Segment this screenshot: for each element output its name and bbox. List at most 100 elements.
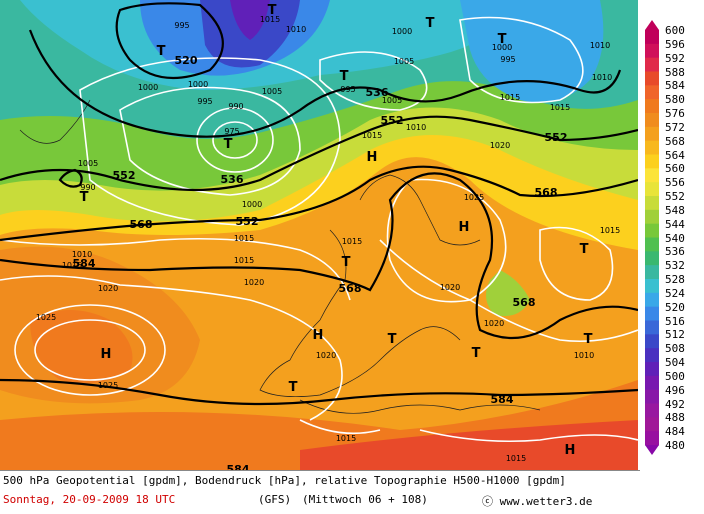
low-marker: T bbox=[498, 32, 507, 47]
color-scale-label: 500 bbox=[665, 369, 685, 383]
isobar-label: 1010 bbox=[574, 351, 594, 360]
color-scale-label: 600 bbox=[665, 24, 685, 37]
color-scale-swatch bbox=[645, 223, 659, 238]
high-marker: H bbox=[367, 150, 378, 165]
isobar-label: 1020 bbox=[440, 283, 460, 292]
geopotential-label: 520 bbox=[175, 54, 198, 67]
isobar-label: 1020 bbox=[316, 351, 336, 360]
isobar-label: 990 bbox=[80, 183, 95, 192]
color-scale-swatch bbox=[645, 362, 659, 377]
color-scale-swatch bbox=[645, 375, 659, 391]
color-scale-label: 512 bbox=[665, 328, 685, 342]
geopotential-contours bbox=[0, 2, 638, 406]
color-scale-label: 564 bbox=[665, 148, 685, 162]
color-scale-label: 548 bbox=[665, 203, 685, 217]
caption-date: Sonntag, 20-09-2009 18 UTC bbox=[3, 493, 176, 506]
low-marker: T bbox=[268, 3, 277, 18]
isobar-label: 1015 bbox=[500, 93, 520, 102]
isobar-label: 1000 bbox=[392, 27, 412, 36]
color-scale-swatch bbox=[645, 71, 659, 86]
low-marker: T bbox=[580, 242, 589, 257]
low-marker: T bbox=[472, 346, 481, 361]
isobar-label: 1005 bbox=[382, 96, 402, 105]
caption-model: (GFS) bbox=[258, 493, 292, 506]
high-marker: H bbox=[459, 220, 470, 235]
color-scale-swatch bbox=[645, 279, 659, 294]
scale-top-arrow bbox=[645, 20, 659, 30]
color-scale-swatch bbox=[645, 209, 659, 225]
band-524 bbox=[460, 0, 604, 103]
low-marker: T bbox=[224, 137, 233, 152]
geopotential-label: 568 bbox=[130, 218, 153, 231]
isobar-label: 1000 bbox=[492, 43, 512, 52]
map-caption: 500 hPa Geopotential [gpdm], Bodendruck … bbox=[0, 470, 640, 514]
caption-description: 500 hPa Geopotential [gpdm], Bodendruck … bbox=[3, 474, 566, 487]
coastlines bbox=[19, 99, 541, 414]
isobar-label: 975 bbox=[224, 127, 239, 136]
low-marker: T bbox=[584, 332, 593, 347]
isobar-label: 1015 bbox=[342, 237, 362, 246]
color-scale-label: 560 bbox=[665, 162, 685, 176]
isobar-label: 1020 bbox=[490, 141, 510, 150]
low-marker: T bbox=[340, 69, 349, 84]
pressure-centers: T T T T T T T T T T T T T H H H H H bbox=[80, 3, 593, 458]
color-scale-label: 592 bbox=[665, 51, 685, 65]
color-scale-label: 588 bbox=[665, 65, 685, 79]
isobar-label: 1010 bbox=[406, 123, 426, 132]
geopotential-label: 568 bbox=[339, 282, 362, 295]
color-scale-swatch bbox=[645, 57, 659, 72]
color-scale-swatch bbox=[645, 431, 659, 446]
geopotential-label: 536 bbox=[366, 86, 389, 99]
isobar-label: 1015 bbox=[234, 234, 254, 243]
color-scale-label: 552 bbox=[665, 190, 685, 203]
color-scale-label: 580 bbox=[665, 93, 685, 107]
color-scale-swatch bbox=[645, 292, 659, 308]
color-scale-label: 572 bbox=[665, 120, 685, 134]
isobar-label: 1025 bbox=[36, 313, 56, 322]
caption-forecast: (Mittwoch 06 + 108) bbox=[302, 493, 428, 506]
geopotential-label: 584 bbox=[227, 463, 250, 470]
color-scale-swatch bbox=[645, 320, 659, 335]
color-scale-swatch bbox=[645, 389, 659, 404]
color-scale-swatch bbox=[645, 168, 659, 183]
isobar-label: 995 bbox=[500, 55, 515, 64]
color-scale-label: 540 bbox=[665, 231, 685, 245]
low-marker: T bbox=[80, 190, 89, 205]
low-marker: T bbox=[342, 255, 351, 270]
band-588 bbox=[300, 420, 638, 470]
high-marker: H bbox=[101, 347, 112, 362]
color-scale-swatch bbox=[645, 126, 659, 142]
color-scale-label: 536 bbox=[665, 245, 685, 259]
isobar-label: 1015 bbox=[506, 454, 526, 463]
geopotential-label: 568 bbox=[535, 186, 558, 199]
color-scale-swatch bbox=[645, 85, 659, 100]
color-scale-swatch bbox=[645, 237, 659, 252]
weather-map: 995 1010 1000 1000 995 1000 1005 995 990… bbox=[0, 0, 638, 470]
isobar-label: 1010 bbox=[286, 25, 306, 34]
isobar-label: 1005 bbox=[78, 159, 98, 168]
geopotential-label: 568 bbox=[513, 296, 536, 309]
color-scale-swatch bbox=[645, 265, 659, 280]
color-scale-swatch bbox=[645, 99, 659, 114]
isobar-label: 1020 bbox=[98, 284, 118, 293]
color-scale-swatch bbox=[645, 30, 659, 45]
color-scale-bar bbox=[645, 20, 659, 455]
color-scale-swatch bbox=[645, 334, 659, 349]
color-scale-label: 504 bbox=[665, 356, 685, 369]
isobar-label: 1015 bbox=[550, 103, 570, 112]
geopotential-label: 552 bbox=[113, 169, 136, 182]
color-scale-label: 508 bbox=[665, 342, 685, 356]
color-scale-swatch bbox=[645, 417, 659, 432]
color-scale bbox=[641, 20, 704, 460]
color-scale-label: 532 bbox=[665, 259, 685, 273]
color-scale-label: 484 bbox=[665, 425, 685, 439]
color-scale-label: 488 bbox=[665, 411, 685, 425]
isobar-label: 1005 bbox=[262, 87, 282, 96]
color-scale-label: 520 bbox=[665, 300, 685, 314]
color-scale-swatch bbox=[645, 182, 659, 197]
geopotential-label: 536 bbox=[221, 173, 244, 186]
isobar-label: 1015 bbox=[234, 256, 254, 265]
band-548-blob bbox=[486, 270, 530, 316]
scale-bottom-arrow bbox=[645, 445, 659, 455]
geopotential-label: 584 bbox=[73, 257, 96, 270]
